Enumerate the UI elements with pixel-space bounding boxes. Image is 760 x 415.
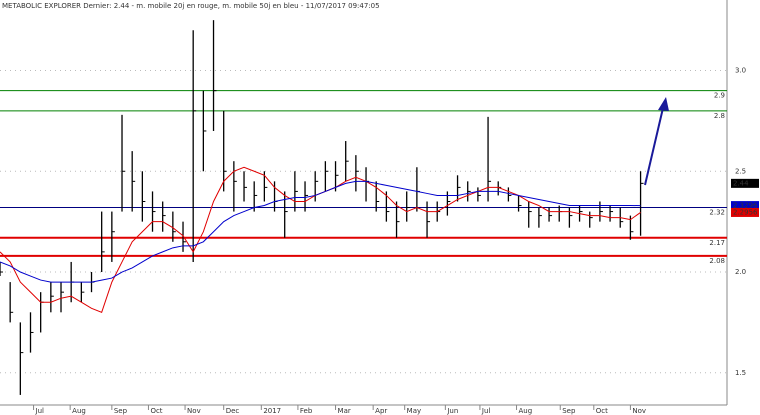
- x-tick-label: Jun: [446, 407, 458, 415]
- moving-average: [0, 180, 641, 283]
- x-tick-label: Aug: [72, 407, 86, 415]
- y-tick-label: 1.5: [735, 369, 746, 377]
- arrow-shaft: [644, 107, 664, 186]
- x-tick-label: Sep: [562, 407, 576, 415]
- trend-arrow: [644, 97, 669, 186]
- level-label: 2.32: [709, 209, 725, 217]
- x-tick-label: Apr: [375, 407, 387, 415]
- y-tick-label: 3.0: [735, 67, 746, 75]
- level-label: 2.08: [709, 257, 725, 265]
- x-tick-label: Sep: [114, 407, 128, 415]
- x-tick-label: Oct: [150, 407, 162, 415]
- x-tick-label: Jul: [481, 407, 491, 415]
- last-value-box: [731, 201, 759, 211]
- last-value-box: [731, 207, 759, 217]
- y-tick-label: 2.5: [735, 167, 746, 175]
- last-value-label: 2.44: [733, 179, 749, 187]
- x-tick-label: Aug: [519, 407, 533, 415]
- y-tick-label: 2.0: [735, 268, 746, 276]
- x-tick-label: Jul: [35, 407, 45, 415]
- x-tick-label: Nov: [187, 407, 201, 415]
- chart-title: METABOLIC EXPLORER Dernier: 2.44 - m. mo…: [2, 2, 380, 10]
- x-tick-label: May: [407, 407, 421, 415]
- level-label: 2.17: [709, 239, 725, 247]
- x-tick-label: Oct: [596, 407, 608, 415]
- x-tick-label: 2017: [263, 407, 281, 415]
- x-tick-label: Nov: [632, 407, 646, 415]
- last-value-label: 2.2956: [733, 208, 758, 216]
- level-label: 2.9: [714, 92, 725, 100]
- last-value-label: 2.3296: [733, 202, 758, 210]
- last-value-box: [731, 178, 759, 188]
- arrow-head: [658, 97, 669, 111]
- x-tick-label: Dec: [226, 407, 240, 415]
- x-tick-label: Feb: [300, 407, 313, 415]
- x-tick-label: Mar: [338, 407, 351, 415]
- level-label: 2.8: [714, 112, 725, 120]
